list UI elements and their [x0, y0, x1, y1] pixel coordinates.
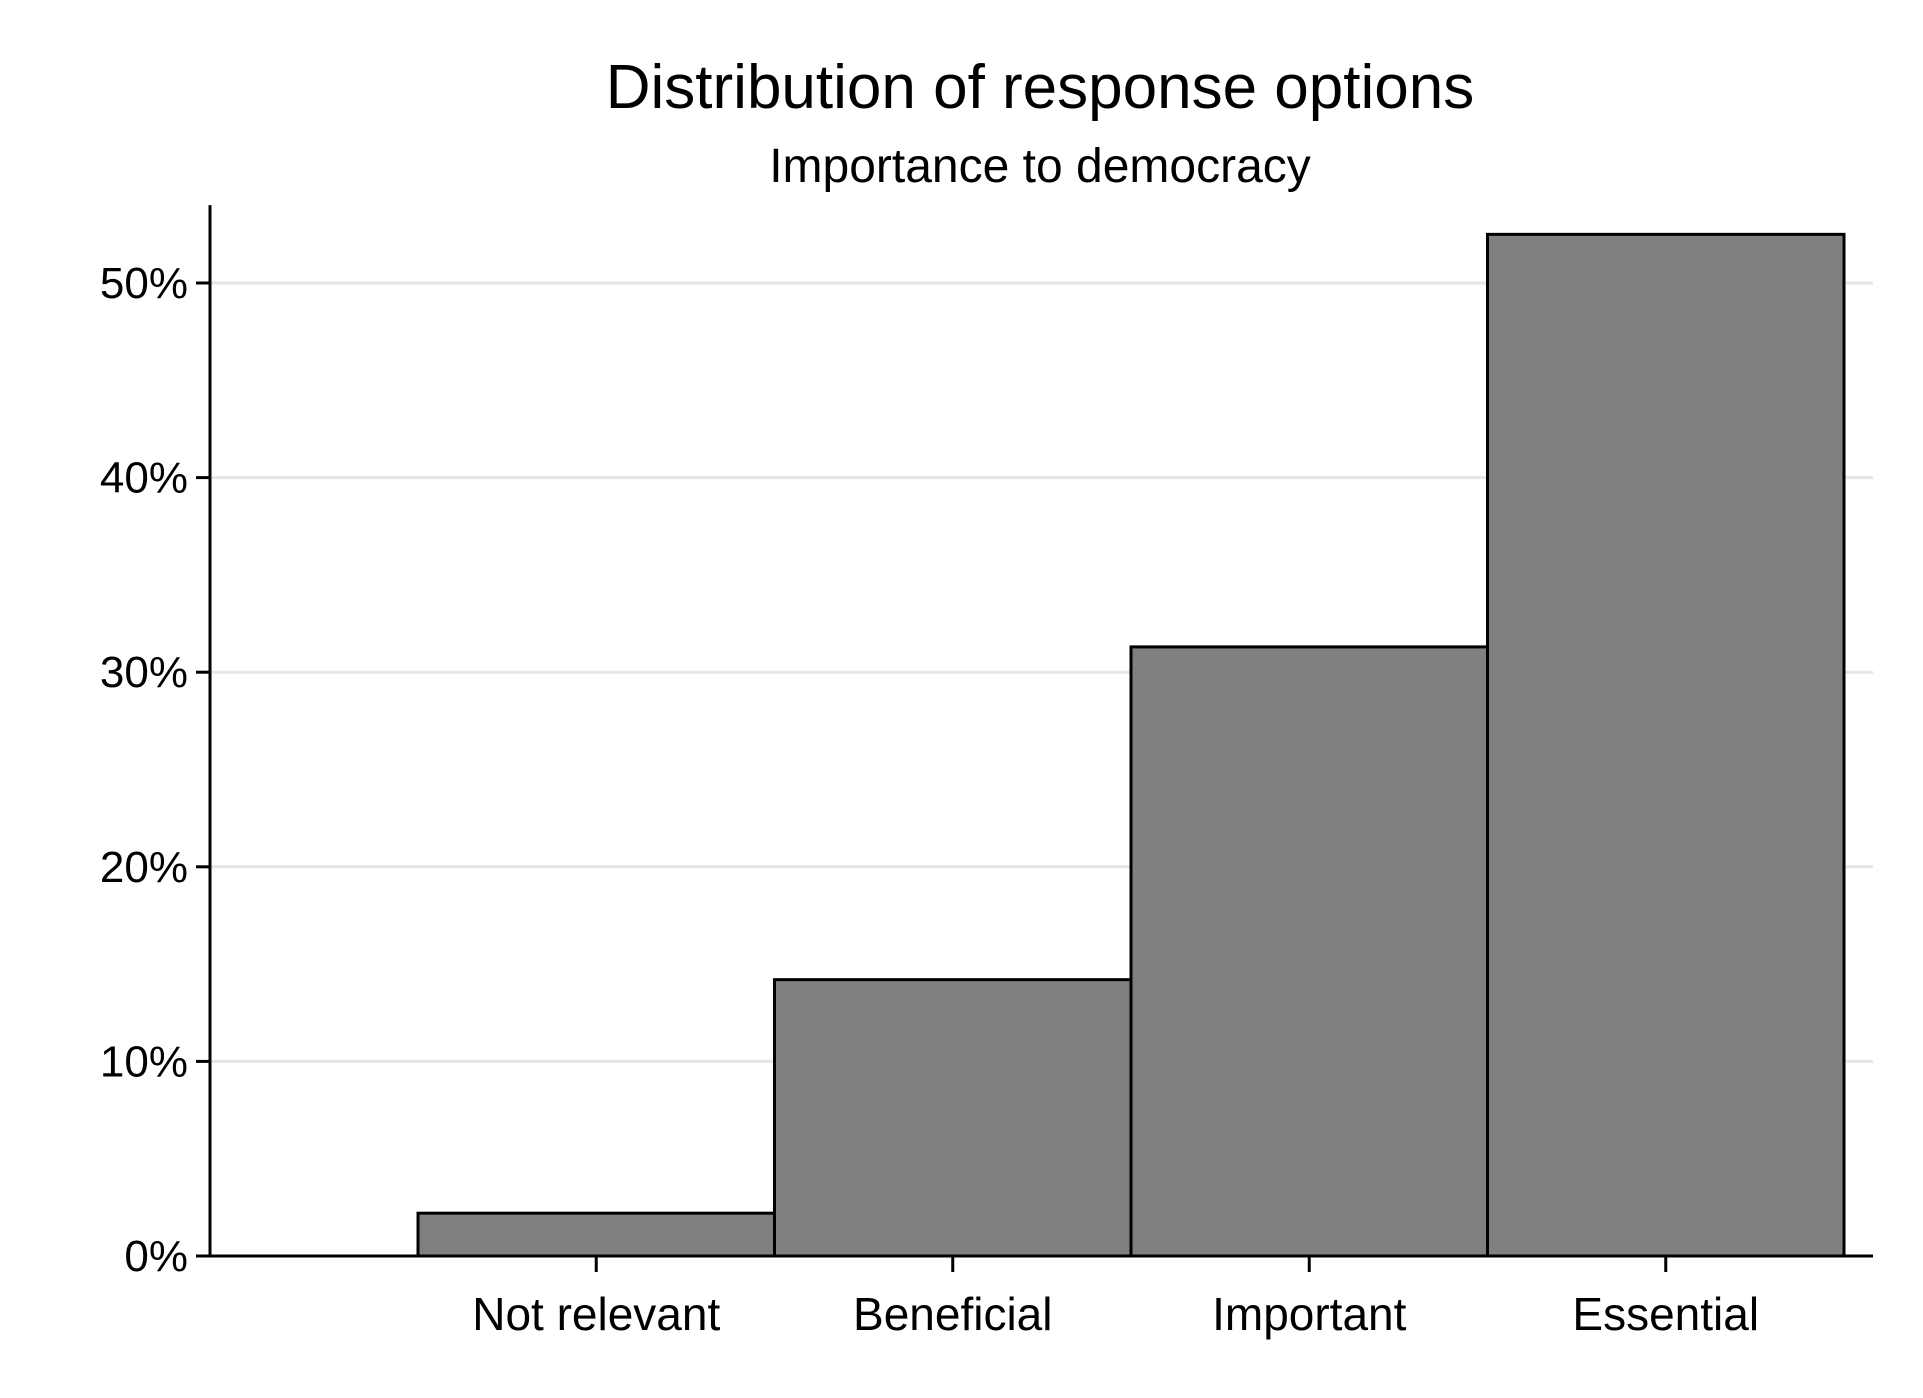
axes: [196, 205, 1873, 1272]
x-tick-label-beneficial: Beneficial: [853, 1288, 1052, 1340]
bar-not-relevant: [416, 1211, 776, 1258]
chart-title: Distribution of response options: [606, 53, 1474, 122]
x-tick-label-not-relevant: Not relevant: [472, 1288, 720, 1340]
bar-beneficial: [773, 978, 1133, 1258]
y-tick-label-10: 10%: [100, 1037, 188, 1086]
y-tick-label-30: 30%: [100, 648, 188, 697]
y-tick-label-20: 20%: [100, 843, 188, 892]
y-tick-label-50: 50%: [100, 259, 188, 308]
bar-important: [1129, 645, 1489, 1258]
y-tick-label-0: 0%: [124, 1232, 188, 1281]
axis-labels: 0% 10% 20% 30% 40% 50% Not relevant Beneficial I…: [100, 259, 1759, 1340]
x-tick-label-essential: Essential: [1572, 1288, 1759, 1340]
x-tick-label-important: Important: [1212, 1288, 1407, 1340]
y-tick-label-40: 40%: [100, 454, 188, 503]
bar-essential: [1486, 232, 1846, 1258]
chart-subtitle: Importance to democracy: [769, 140, 1311, 193]
bars: [416, 232, 1846, 1258]
